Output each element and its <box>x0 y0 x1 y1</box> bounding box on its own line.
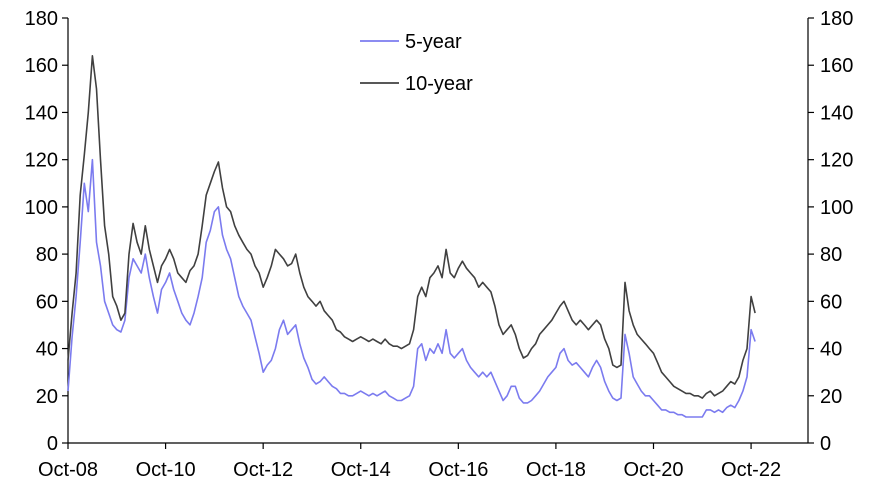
y-tick-label-right: 100 <box>820 197 853 219</box>
y-tick-label-right: 140 <box>820 102 853 124</box>
y-tick-label-left: 40 <box>36 339 58 361</box>
y-tick-label-right: 120 <box>820 150 853 172</box>
x-tick-label: Oct-12 <box>233 459 293 481</box>
y-tick-label-left: 120 <box>25 150 58 172</box>
y-tick-label-right: 60 <box>820 291 842 313</box>
series-line-five-year <box>67 158 756 418</box>
y-tick-label-right: 20 <box>820 386 842 408</box>
series-layer <box>67 55 756 418</box>
x-tick-label: Oct-18 <box>526 459 586 481</box>
y-tick-label-right: 180 <box>820 8 853 30</box>
y-tick-label-left: 80 <box>36 244 58 266</box>
y-tick-label-right: 160 <box>820 55 853 77</box>
y-tick-label-left: 20 <box>36 386 58 408</box>
y-tick-label-right: 0 <box>820 433 831 455</box>
x-tick-label: Oct-14 <box>331 459 391 481</box>
y-tick-label-left: 100 <box>25 197 58 219</box>
x-tick-label: Oct-22 <box>721 459 781 481</box>
axes: 0 0 20 20 40 40 60 60 80 80 100 100 120 120 140 140 160 1… <box>25 8 854 481</box>
series-line-ten-year <box>67 55 756 399</box>
y-tick-label-left: 160 <box>25 55 58 77</box>
y-tick-label-left: 60 <box>36 291 58 313</box>
x-tick-label: Oct-20 <box>623 459 683 481</box>
x-tick-label: Oct-10 <box>136 459 196 481</box>
y-tick-label-right: 80 <box>820 244 842 266</box>
y-tick-label-left: 140 <box>25 102 58 124</box>
legend-label: 5-year <box>405 31 462 53</box>
y-tick-label-left: 0 <box>47 433 58 455</box>
x-tick-label: Oct-16 <box>428 459 488 481</box>
legend-label: 10-year <box>405 73 473 95</box>
y-tick-label-right: 40 <box>820 339 842 361</box>
x-tick-label: Oct-08 <box>38 459 98 481</box>
y-tick-label-left: 180 <box>25 8 58 30</box>
legend: 5-year 10-year <box>360 31 473 95</box>
